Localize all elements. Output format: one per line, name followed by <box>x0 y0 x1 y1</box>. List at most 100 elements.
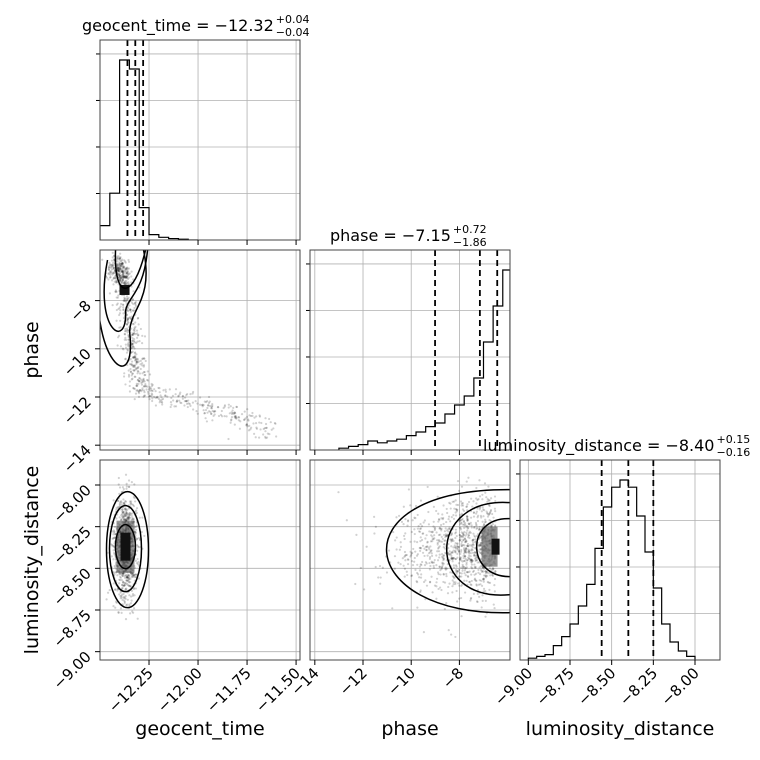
scatter-point <box>128 516 131 519</box>
scatter-point <box>465 566 468 569</box>
scatter-point <box>450 539 454 542</box>
scatter-point <box>395 516 398 519</box>
scatter-point <box>125 327 129 330</box>
scatter-point <box>148 385 151 389</box>
scatter-point <box>133 594 136 597</box>
scatter-point <box>131 574 134 577</box>
scatter-point <box>474 566 477 570</box>
scatter-point <box>122 515 125 518</box>
scatter-point <box>472 511 476 514</box>
scatter-point <box>456 548 459 551</box>
scatter-point <box>476 588 480 592</box>
scatter-point <box>128 574 131 577</box>
scatter-point <box>127 574 130 577</box>
scatter-point <box>462 509 466 512</box>
scatter-point <box>111 530 114 533</box>
scatter-point <box>132 611 135 614</box>
scatter-point <box>430 560 433 563</box>
scatter-point <box>137 370 140 373</box>
scatter-point <box>128 390 132 393</box>
scatter-point <box>132 345 135 349</box>
scatter-point <box>124 507 127 510</box>
scatter-point <box>460 512 463 515</box>
scatter-point <box>116 505 120 509</box>
scatter-point <box>123 508 127 511</box>
scatter-point <box>451 558 454 561</box>
scatter-point <box>438 553 441 556</box>
scatter-point <box>124 588 127 591</box>
scatter-point <box>133 497 136 500</box>
scatter-point <box>453 544 456 547</box>
scatter-point <box>122 272 125 275</box>
scatter-point <box>410 530 413 534</box>
scatter-point <box>425 545 428 548</box>
scatter-point <box>122 573 125 576</box>
scatter-point <box>169 401 173 404</box>
title-geocent-time-sup: +0.04 <box>276 13 310 26</box>
scatter-point <box>114 277 117 280</box>
scatter-point <box>113 573 116 576</box>
scatter-point <box>406 519 410 522</box>
scatter-point <box>442 562 445 565</box>
scatter-point <box>402 564 405 567</box>
scatter-point <box>187 402 190 405</box>
panel-phase-vs-geocent_time <box>100 250 278 441</box>
scatter-point <box>196 412 199 415</box>
scatter-point <box>465 533 468 536</box>
scatter-point <box>463 549 466 552</box>
scatter-point <box>180 401 183 405</box>
scatter-point <box>464 566 467 570</box>
y-tick-label: −12 <box>60 393 95 428</box>
scatter-point <box>126 267 129 270</box>
scatter-point <box>125 576 129 579</box>
scatter-point <box>467 550 471 553</box>
scatter-point <box>131 336 134 340</box>
scatter-point <box>128 513 131 517</box>
scatter-point <box>116 499 120 502</box>
scatter-point <box>212 414 215 417</box>
title-luminosity-distance-sub: −0.16 <box>716 446 750 459</box>
scatter-point <box>475 583 478 586</box>
scatter-point <box>116 256 119 260</box>
scatter-point <box>138 389 141 393</box>
scatter-point <box>477 514 480 517</box>
scatter-point <box>124 267 128 270</box>
scatter-point <box>480 606 483 609</box>
scatter-point <box>456 569 459 573</box>
scatter-point <box>470 545 473 548</box>
scatter-point <box>123 275 126 278</box>
scatter-point <box>185 402 189 405</box>
scatter-point <box>117 264 120 267</box>
scatter-point <box>113 264 116 267</box>
scatter-point <box>126 272 129 275</box>
scatter-point <box>473 566 476 569</box>
scatter-point <box>454 499 457 502</box>
scatter-point <box>476 600 479 604</box>
scatter-point <box>125 276 128 280</box>
scatter-point <box>458 575 462 578</box>
scatter-point <box>469 516 473 519</box>
scatter-point <box>132 364 135 367</box>
scatter-point <box>454 532 457 535</box>
scatter-point <box>472 569 475 572</box>
scatter-point <box>136 617 139 620</box>
scatter-point <box>127 335 130 339</box>
scatter-point <box>122 276 126 279</box>
scatter-point <box>142 364 146 367</box>
scatter-point <box>118 582 121 585</box>
scatter-point <box>459 518 462 522</box>
scatter-point <box>117 270 120 273</box>
scatter-point <box>247 429 251 432</box>
scatter-point <box>435 531 438 534</box>
scatter-point <box>123 338 126 341</box>
scatter-point <box>136 557 139 561</box>
scatter-point <box>126 270 129 273</box>
scatter-point <box>137 333 140 337</box>
scatter-point <box>113 531 116 534</box>
scatter-point <box>160 400 163 403</box>
scatter-point <box>147 395 151 398</box>
scatter-point <box>121 279 124 282</box>
scatter-point <box>462 519 466 523</box>
scatter-point <box>125 272 128 275</box>
scatter-point <box>116 267 120 270</box>
